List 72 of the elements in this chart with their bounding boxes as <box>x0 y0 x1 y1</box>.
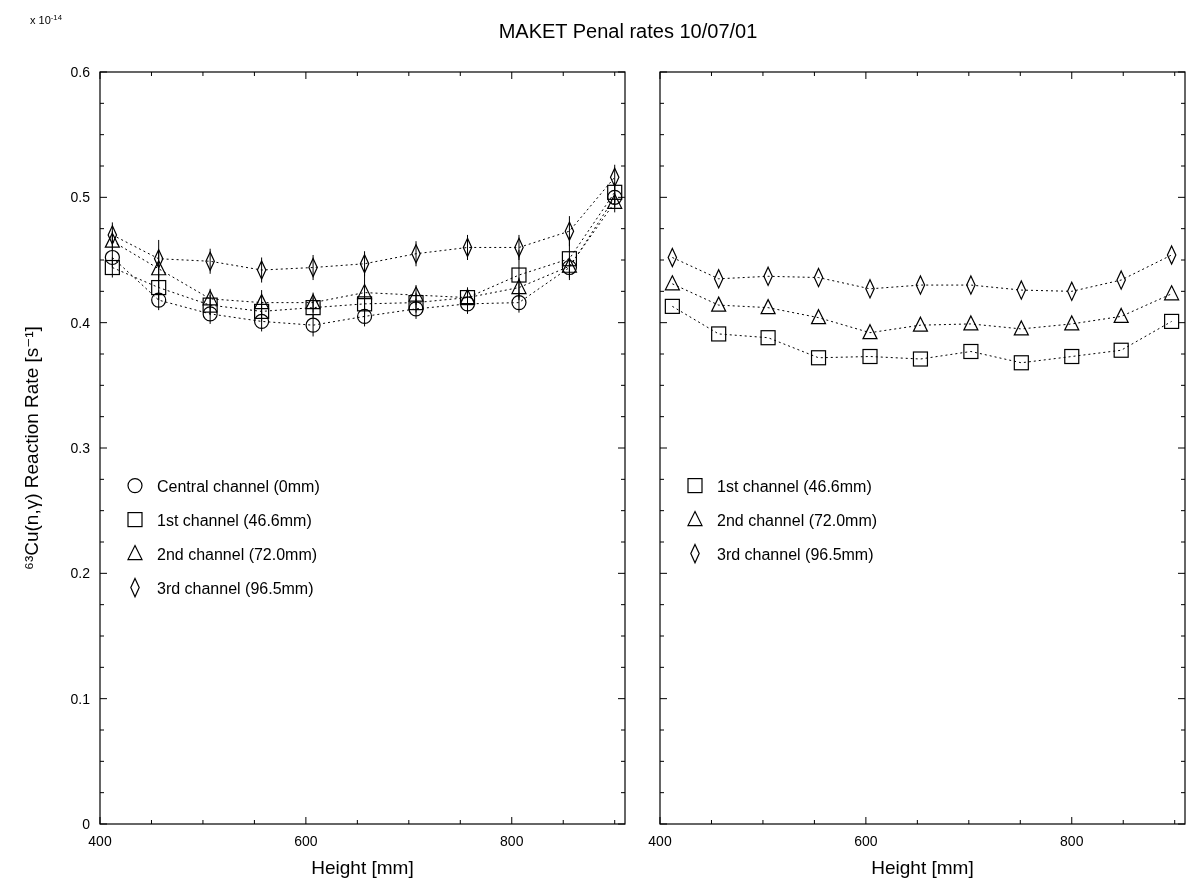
y-tick-label: 0 <box>82 816 91 832</box>
point <box>408 295 424 311</box>
y-tick-label: 0.4 <box>70 314 91 331</box>
point <box>151 279 167 296</box>
x-tick-label: 400 <box>648 833 672 849</box>
point <box>810 309 827 325</box>
point <box>963 315 979 331</box>
point <box>664 298 680 314</box>
chart-title: MAKET Penal rates 10/07/01 <box>498 20 758 42</box>
legend-label: 1st channel (46.6mm) <box>717 477 872 495</box>
point <box>1064 348 1080 365</box>
point <box>760 330 776 346</box>
y-tick-label: 0.3 <box>70 440 91 456</box>
x-axis-title: Height [mm] <box>311 857 414 878</box>
point <box>1164 285 1180 301</box>
x-tick-label: 600 <box>854 833 878 849</box>
x-tick-label: 800 <box>1060 833 1084 849</box>
legend-label: 3rd channel (96.5mm) <box>717 545 874 563</box>
point <box>254 313 270 330</box>
point <box>963 343 979 360</box>
point <box>1113 307 1129 323</box>
point <box>356 308 373 324</box>
legend-label: 2nd channel (72.0mm) <box>157 545 318 563</box>
point <box>305 300 321 316</box>
point <box>305 294 321 310</box>
point <box>1013 355 1029 371</box>
point <box>912 316 929 332</box>
point <box>711 326 727 342</box>
legend-label: 3rd channel (96.5mm) <box>157 579 314 597</box>
point <box>305 317 321 333</box>
y-tick-label: 0.2 <box>70 565 91 582</box>
point <box>511 295 527 311</box>
legend-label: 2nd channel (72.0mm) <box>717 511 878 529</box>
point <box>862 324 878 340</box>
point <box>561 251 578 267</box>
legend-label: Central channel (0mm) <box>157 477 320 495</box>
point <box>1013 320 1029 336</box>
x-tick-label: 400 <box>88 833 112 849</box>
point <box>254 303 270 319</box>
point <box>104 232 120 248</box>
point <box>254 294 270 310</box>
point <box>1064 315 1080 331</box>
x-tick-label: 600 <box>294 833 318 849</box>
point <box>607 193 623 209</box>
point <box>104 259 120 276</box>
point <box>151 260 167 276</box>
x-axis-title: Height [mm] <box>871 857 974 878</box>
point <box>202 297 218 313</box>
point <box>511 278 527 295</box>
point <box>408 286 424 302</box>
point <box>711 296 727 312</box>
point <box>1113 342 1129 358</box>
point <box>408 301 424 317</box>
y-tick-label: 0.5 <box>70 189 91 206</box>
y-axis-title: ⁶³Cu(n,γ) Reaction Rate [s⁻¹] <box>21 326 42 570</box>
point <box>810 350 827 366</box>
point <box>760 299 776 315</box>
point <box>912 351 929 367</box>
point <box>1164 313 1180 330</box>
point <box>664 275 680 291</box>
y-tick-label: 0.1 <box>70 690 91 707</box>
text: x 10$^{-14}$ <box>30 12 63 26</box>
point <box>511 267 527 283</box>
x-tick-label: 800 <box>500 833 524 849</box>
y-tick-label: 0.6 <box>70 64 91 80</box>
point <box>607 184 623 200</box>
point <box>202 306 218 322</box>
point <box>862 348 878 365</box>
point <box>356 283 373 300</box>
point <box>202 290 218 306</box>
point <box>356 296 373 312</box>
legend-label: 1st channel (46.6mm) <box>157 511 312 529</box>
